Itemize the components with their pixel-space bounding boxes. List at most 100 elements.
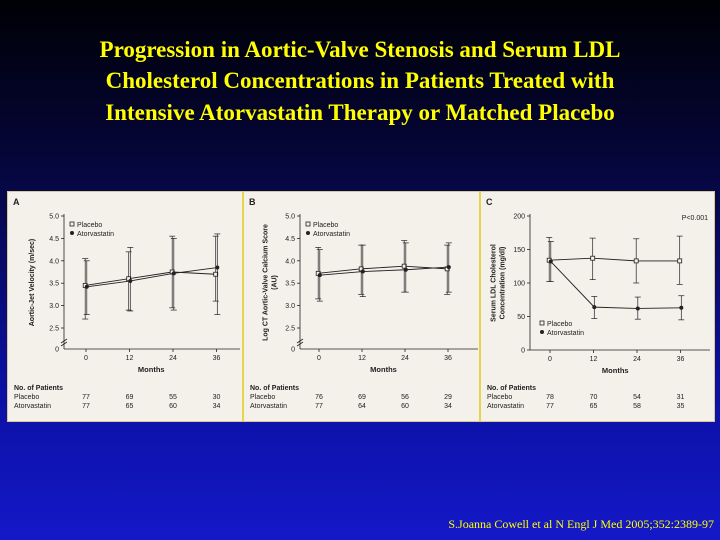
panel-b-axis-break — [296, 341, 304, 347]
panel-b-y-tick-label: 3.5 — [285, 281, 295, 288]
panel-c-label: C — [486, 197, 493, 207]
panel-c-y-axis-title: Concentration (mg/dl) — [500, 247, 507, 320]
panel-a-patients-count: 55 — [169, 394, 177, 401]
panel-c-patients-count: 58 — [633, 403, 641, 410]
panel-a-label: A — [13, 197, 20, 207]
panel-b-point-atorvastatin — [317, 273, 322, 278]
panel-c-y-tick-label: 150 — [513, 247, 525, 254]
panel-c-legend-label: Atorvastatin — [547, 330, 584, 337]
panel-b-patients-count: 77 — [315, 403, 323, 410]
panel-a-point-atorvastatin — [128, 278, 133, 283]
panel-c-patients-count: 31 — [677, 394, 685, 401]
panel-b-y-tick-label: 4.0 — [285, 258, 295, 265]
panel-c-point-atorvastatin — [679, 305, 684, 310]
panel-b-label: B — [249, 197, 256, 207]
panel-a-point-atorvastatin — [215, 265, 220, 270]
panel-c-x-axis-title: Months — [602, 366, 629, 375]
panel-b-legend-label: Placebo — [313, 222, 338, 229]
panel-a-legend-label: Placebo — [77, 222, 102, 229]
panel-a-point-placebo — [213, 271, 219, 277]
panel-c-patients-header: No. of Patients — [487, 385, 536, 392]
panel-b-y-tick-label: 5.0 — [285, 214, 295, 221]
panel-a-patients-count: 77 — [82, 394, 90, 401]
panel-a-patients-row-label: Placebo — [14, 394, 39, 401]
panel-b-point-atorvastatin — [360, 269, 365, 274]
panel-c-point-atorvastatin — [635, 306, 640, 311]
panel-c-patients-count: 78 — [546, 394, 554, 401]
panel-b-y-tick-label: 4.5 — [285, 236, 295, 243]
panel-a-patients-count: 30 — [213, 394, 221, 401]
panel-c-series-atorvastatin-line — [550, 261, 682, 309]
panel-c-patients-count: 54 — [633, 394, 641, 401]
panel-c-y-tick-label: 50 — [517, 314, 525, 321]
panel-b-x-tick-label: 12 — [358, 355, 366, 362]
panel-a-axis-break — [60, 341, 68, 347]
panel-a-point-atorvastatin — [171, 271, 176, 276]
panel-a-x-tick-label: 0 — [84, 355, 88, 362]
panel-a-patients-row-label: Atorvastatin — [14, 403, 51, 410]
panel-b-x-tick-label: 0 — [317, 355, 321, 362]
panel-b-y-axis-title: Log CT Aortic-Valve Calcium Score — [263, 224, 270, 341]
panel-c-point-atorvastatin — [592, 305, 597, 310]
slide-title-line-3: Intensive Atorvastatin Therapy or Matche… — [105, 99, 615, 125]
panel-c-x-tick-label: 12 — [590, 356, 598, 363]
panel-b-patients-count: 76 — [315, 394, 323, 401]
panel-a-x-tick-label: 36 — [213, 355, 221, 362]
panel-c-x-tick-label: 0 — [548, 356, 552, 363]
panel-c-patients-row-label: Placebo — [487, 394, 512, 401]
panel-b-x-tick-label: 36 — [444, 355, 452, 362]
panel-c-patients-count: 65 — [590, 403, 598, 410]
panel-b-patients-count: 34 — [444, 403, 452, 410]
panel-a-legend-marker — [69, 221, 75, 227]
panel-b-patients-count: 29 — [444, 394, 452, 401]
panel-a-x-tick-label: 24 — [169, 355, 177, 362]
panel-a-y-axis-title: Aortic-Jet Velocity (m/sec) — [29, 239, 36, 327]
panel-b-x-tick-label: 24 — [401, 355, 409, 362]
panel-b-patients-count: 69 — [358, 394, 366, 401]
figure-panel: A 2.5 3.0 3.5 4.0 4.5 5.0 0 Aortic-Jet Velocity … — [7, 191, 715, 422]
panel-b-patients-row-label: Atorvastatin — [250, 403, 287, 410]
panel-a-patients-count: 65 — [126, 403, 134, 410]
panel-b-y-tick-label: 3.0 — [285, 303, 295, 310]
panel-c-patients-row-label: Atorvastatin — [487, 403, 524, 410]
panel-b-axis-break — [296, 338, 304, 344]
panel-a-y-tick-label: 3.5 — [49, 281, 59, 288]
panel-a-x-axis-title: Months — [138, 365, 165, 374]
panel-b-point-placebo — [401, 263, 407, 269]
panel-c-legend-marker — [539, 320, 545, 326]
panel-a-y-tick-label: 4.0 — [49, 258, 59, 265]
panel-a-series-atorvastatin-line — [86, 267, 218, 288]
slide-title-line-2: Cholesterol Concentrations in Patients T… — [105, 68, 615, 94]
panel-b-legend-label: Atorvastatin — [313, 231, 350, 238]
panel-a-y-tick-label: 5.0 — [49, 214, 59, 221]
panel-c-patients-count: 77 — [546, 403, 554, 410]
panel-c-y-axis-title: Serum LDL Cholesterol — [491, 244, 498, 322]
slide-title: Progression in Aortic-Valve Stenosis and… — [0, 34, 720, 128]
panel-a-legend-label: Atorvastatin — [77, 231, 114, 238]
panel-c-point-placebo — [633, 258, 639, 264]
panel-b-patients-count: 56 — [401, 394, 409, 401]
panel-b-legend-marker — [306, 231, 310, 235]
panel-c-patients-count: 35 — [677, 403, 685, 410]
panel-b-y-zero-label: 0 — [291, 347, 295, 354]
panel-b-y-axis-title: (AU) — [272, 275, 279, 290]
panel-c-point-placebo — [590, 255, 596, 261]
panel-b-y-tick-label: 2.5 — [285, 326, 295, 333]
panel-c-patients-count: 70 — [590, 394, 598, 401]
panel-c-legend-label: Placebo — [547, 321, 572, 328]
panel-b-patients-row-label: Placebo — [250, 394, 275, 401]
figure-svg: A 2.5 3.0 3.5 4.0 4.5 5.0 0 Aortic-Jet Velocity … — [13, 192, 710, 421]
panel-a-legend-marker — [70, 231, 74, 235]
panel-c-x-tick-label: 24 — [633, 356, 641, 363]
panel-divider — [479, 192, 481, 421]
panel-a-point-atorvastatin — [84, 284, 89, 289]
panel-b-patients-header: No. of Patients — [250, 385, 299, 392]
panel-a-patients-count: 77 — [82, 403, 90, 410]
citation: S.Joanna Cowell et al N Engl J Med 2005;… — [448, 517, 714, 531]
panel-a-patients-count: 69 — [126, 394, 134, 401]
panel-a-series-placebo-line — [85, 271, 216, 286]
panel-a-y-tick-label: 3.0 — [49, 303, 59, 310]
panel-a-y-tick-label: 2.5 — [49, 326, 59, 333]
panel-b-point-atorvastatin — [403, 267, 408, 272]
panel-b-series-atorvastatin-line — [319, 266, 449, 276]
